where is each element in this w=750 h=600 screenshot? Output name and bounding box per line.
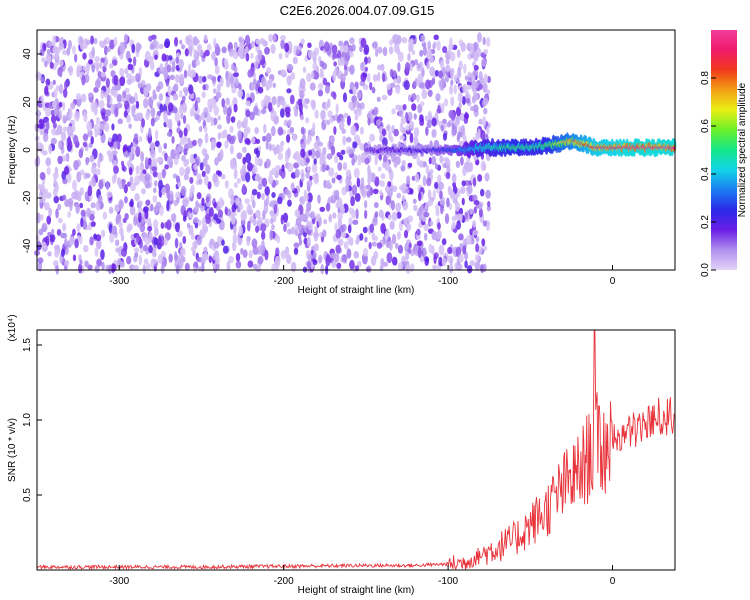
spectrogram-x-axis-label: Height of straight line (km) bbox=[298, 285, 415, 296]
spectrogram-plot-area bbox=[34, 32, 677, 275]
colorbar-tick-label: 0.8 bbox=[700, 71, 711, 85]
spectrogram-x-tick-label: -200 bbox=[274, 276, 294, 287]
colorbar-gradient bbox=[711, 30, 737, 270]
spectrogram-signal-track bbox=[363, 132, 677, 159]
snr-x-tick-label: -300 bbox=[109, 576, 129, 587]
snr-y-ticks: 0.5 1.0 1.5 bbox=[22, 338, 42, 502]
snr-x-tick-label: -200 bbox=[274, 576, 294, 587]
spectrogram-x-tick-label: -100 bbox=[438, 276, 458, 287]
spectrogram-y-ticks: -40 -20 0 20 40 bbox=[22, 48, 42, 253]
spectrogram-y-tick-label: -20 bbox=[22, 190, 33, 205]
chart-title: C2E6.2026.004.07.09.G15 bbox=[280, 3, 435, 18]
spectrogram-y-tick-label: 0 bbox=[22, 147, 33, 153]
spectrogram-y-tick-label: -40 bbox=[22, 238, 33, 253]
spectrogram-x-ticks: -300 -200 -100 0 bbox=[109, 265, 616, 287]
spectrogram-x-tick-label: 0 bbox=[610, 276, 616, 287]
snr-y-tick-label: 0.5 bbox=[22, 488, 33, 502]
colorbar-tick-label: 0.6 bbox=[700, 119, 711, 133]
snr-x-tick-label: 0 bbox=[610, 576, 616, 587]
spectrogram-y-tick-label: 40 bbox=[22, 48, 33, 60]
spectrogram-y-axis-label: Frequency (Hz) bbox=[7, 116, 18, 185]
colorbar: 0.0 0.2 0.4 0.6 0.8 Normalized spectral ampl… bbox=[700, 30, 748, 277]
snr-panel: -300 -200 -100 0 0.5 1.0 1.5 Height of straig… bbox=[7, 314, 676, 596]
colorbar-ticks: 0.0 0.2 0.4 0.6 0.8 bbox=[700, 71, 716, 277]
snr-plot-area bbox=[36, 329, 676, 571]
snr-multiplier-label: (x10⁴) bbox=[7, 314, 18, 341]
snr-x-tick-label: -100 bbox=[438, 576, 458, 587]
spectrogram-x-tick-label: -300 bbox=[109, 276, 129, 287]
snr-x-axis-label: Height of straight line (km) bbox=[298, 585, 415, 596]
colorbar-tick-label: 0.4 bbox=[700, 167, 711, 181]
snr-x-ticks: -300 -200 -100 0 bbox=[109, 565, 616, 587]
snr-line bbox=[36, 329, 676, 571]
colorbar-tick-label: 0.2 bbox=[700, 215, 711, 229]
colorbar-tick-label: 0.0 bbox=[700, 263, 711, 277]
snr-y-tick-label: 1.5 bbox=[22, 338, 33, 352]
snr-y-tick-label: 1.0 bbox=[22, 413, 33, 427]
spectrogram-noise-cells bbox=[34, 32, 492, 275]
spectrogram-y-tick-label: 20 bbox=[22, 96, 33, 108]
snr-y-axis-label: SNR (10 * v/v) bbox=[7, 418, 18, 482]
colorbar-label: Normalized spectral amplitude bbox=[737, 82, 748, 217]
snr-frame bbox=[36, 329, 676, 571]
